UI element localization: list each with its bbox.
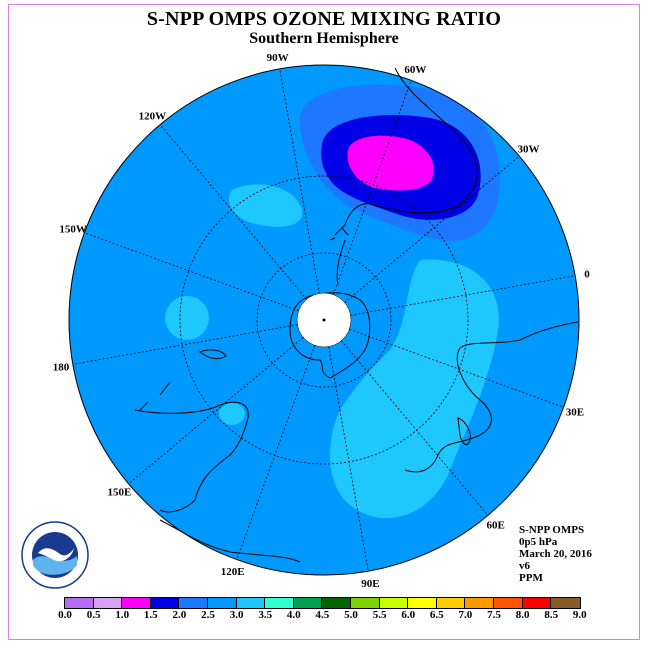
longitude-label: 90W xyxy=(267,52,289,64)
color-scale-tick-label: 2.5 xyxy=(201,609,215,621)
color-scale-tick-label: 4.5 xyxy=(315,609,330,621)
southeast-asia-coast xyxy=(159,519,301,563)
color-scale-tick-label: 7.0 xyxy=(458,609,473,621)
antarctica-coast xyxy=(289,292,371,379)
color-scale-bar xyxy=(64,597,581,609)
max-ozone-region xyxy=(347,135,434,191)
color-scale-cell xyxy=(408,598,437,608)
info-version: v6 xyxy=(519,560,530,572)
info-date: March 20, 2016 xyxy=(519,548,592,560)
meridian-line xyxy=(341,340,489,516)
meridian-line xyxy=(84,232,299,312)
map-subtitle: Southern Hemisphere xyxy=(249,30,399,47)
latitude-circles xyxy=(179,175,469,465)
color-scale-tick-label: 0.0 xyxy=(58,609,72,621)
color-scale-cell xyxy=(493,598,523,608)
color-scale-cell xyxy=(207,598,237,608)
meridian-line xyxy=(344,155,520,303)
new-zealand-coast xyxy=(139,349,227,411)
color-scale-tick-label: 6.0 xyxy=(401,609,416,621)
australia-coast xyxy=(134,401,249,513)
color-scale-cell xyxy=(293,598,323,608)
logo-wave xyxy=(33,556,77,575)
figure-frame xyxy=(8,4,640,640)
color-scale-tick-label: 1.5 xyxy=(143,609,158,621)
longitude-label: 30W xyxy=(518,143,540,155)
color-scale-tick-label: 4.0 xyxy=(286,609,301,621)
south-america-coast xyxy=(334,67,478,236)
longitude-label: 60E xyxy=(486,520,504,532)
info-block: S-NPP OMPS 0p5 hPa March 20, 2016 v6 PPM xyxy=(519,524,592,584)
color-scale-cell xyxy=(93,598,123,608)
longitude-label: 30E xyxy=(566,406,584,418)
meridian-lines xyxy=(72,68,576,572)
light-ozone-region-pacific xyxy=(165,296,209,340)
antarctic-peninsula xyxy=(329,227,349,286)
color-scale-tick-label: 2.0 xyxy=(172,609,187,621)
noaa-logo xyxy=(21,521,89,589)
color-scale-cell xyxy=(150,598,180,608)
meridian-line xyxy=(349,328,564,408)
light-ozone-region-australia xyxy=(219,403,245,425)
longitude-label: 90E xyxy=(361,578,379,590)
color-scale-tick-label: 5.0 xyxy=(344,609,358,621)
madagascar-coast xyxy=(457,417,471,446)
meridian-line xyxy=(328,346,369,572)
color-scale-tick-label: 3.0 xyxy=(229,609,244,621)
color-scale-cell xyxy=(122,598,151,608)
color-scale-cell xyxy=(179,598,208,608)
light-ozone-region-west xyxy=(228,184,303,227)
meridian-line xyxy=(72,324,298,365)
color-scale-cell xyxy=(65,598,94,608)
info-units: PPM xyxy=(519,572,543,584)
meridian-line xyxy=(332,80,412,295)
color-scale-tick-label: 5.5 xyxy=(372,609,387,621)
longitude-label: 180 xyxy=(53,361,70,373)
coastlines xyxy=(134,67,579,563)
color-scale-cell xyxy=(265,598,294,608)
south-pole-marker xyxy=(322,318,326,322)
color-scale-tick-label: 6.5 xyxy=(429,609,444,621)
logo-seagull xyxy=(38,548,74,562)
meridian-line xyxy=(236,345,316,560)
color-scale-tick-label: 8.5 xyxy=(544,609,559,621)
globe-outline xyxy=(68,64,580,576)
light-ozone-region-east xyxy=(330,259,499,519)
color-scale-cell xyxy=(350,598,380,608)
color-scale-cell xyxy=(522,598,552,608)
longitude-label: 150E xyxy=(108,487,132,499)
color-scale-tick-label: 7.5 xyxy=(487,609,501,621)
color-scale-cell xyxy=(436,598,466,608)
color-scale-tick-label: 0.5 xyxy=(86,609,101,621)
color-scale-cell xyxy=(465,598,494,608)
meridian-line xyxy=(279,68,320,294)
color-scale-tick-label: 8.0 xyxy=(515,609,530,621)
color-scale-tick-label: 9.0 xyxy=(572,609,587,621)
meridian-line xyxy=(159,124,307,300)
longitude-label: 0 xyxy=(584,269,590,281)
longitude-label: 150W xyxy=(59,224,87,236)
color-scale-cell xyxy=(379,598,409,608)
longitude-label: 60W xyxy=(404,64,426,76)
color-scale-cell xyxy=(236,598,266,608)
longitude-label: 120E xyxy=(221,566,245,578)
africa-coast xyxy=(404,321,579,473)
longitude-labels: 0 30E 60E 90E 120E 150E 180 150W 120W 90W 60W 30W xyxy=(53,52,590,590)
color-scale-ticks: 0.0 0.5 1.0 1.5 2.0 2.5 3.0 3.5 4.0 4.5 5.0 5.5 6.0 6… xyxy=(0,609,648,623)
info-level: 0p5 hPa xyxy=(519,536,558,548)
color-scale-cell xyxy=(551,598,580,608)
color-scale-tick-label: 3.5 xyxy=(258,609,273,621)
color-scale-tick-label: 1.0 xyxy=(115,609,130,621)
longitude-label: 120W xyxy=(139,110,167,122)
meridian-line xyxy=(128,337,304,485)
info-instrument: S-NPP OMPS xyxy=(519,524,585,536)
map-title: S-NPP OMPS OZONE MIXING RATIO xyxy=(146,8,502,30)
meridian-line xyxy=(350,275,576,316)
color-scale-cell xyxy=(322,598,351,608)
